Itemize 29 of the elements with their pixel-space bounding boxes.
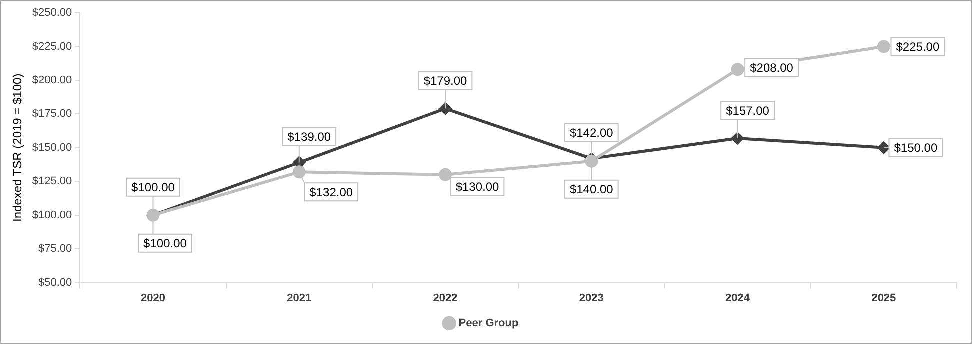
data-label: $157.00 bbox=[726, 104, 770, 118]
data-label: $100.00 bbox=[132, 180, 176, 195]
data-label: $142.00 bbox=[570, 126, 614, 140]
data-label: $140.00 bbox=[570, 182, 614, 197]
data-label: $208.00 bbox=[750, 60, 794, 75]
data-label: $139.00 bbox=[288, 130, 332, 144]
data-label: $179.00 bbox=[424, 74, 468, 88]
data-label: $150.00 bbox=[894, 141, 938, 156]
data-label: $225.00 bbox=[896, 40, 940, 54]
data-label: $100.00 bbox=[144, 236, 188, 251]
y-tick-label: $50.00 bbox=[38, 276, 72, 289]
data-label: $132.00 bbox=[310, 185, 354, 200]
y-tick-label: $250.00 bbox=[32, 7, 72, 20]
x-tick-label: 2022 bbox=[433, 292, 458, 304]
data-label: $130.00 bbox=[456, 180, 500, 194]
x-tick-label: 2024 bbox=[726, 292, 751, 304]
y-tick-label: $175.00 bbox=[32, 108, 72, 120]
y-tick-label: $225.00 bbox=[32, 40, 72, 53]
y-axis-title: Indexed TSR (2019 = $100) bbox=[10, 74, 25, 222]
y-tick-label: $125.00 bbox=[32, 176, 72, 188]
legend-label: Peer Group bbox=[458, 318, 519, 330]
y-tick-label: $200.00 bbox=[32, 74, 72, 86]
x-tick-label: 2020 bbox=[140, 292, 166, 304]
y-tick-label: $150.00 bbox=[32, 142, 72, 154]
x-tick-label: 2025 bbox=[872, 292, 896, 304]
x-tick-label: 2023 bbox=[579, 292, 604, 304]
y-tick-label: $75.00 bbox=[38, 243, 72, 256]
y-tick-label: $100.00 bbox=[32, 209, 72, 222]
x-tick-label: 2021 bbox=[287, 292, 312, 304]
